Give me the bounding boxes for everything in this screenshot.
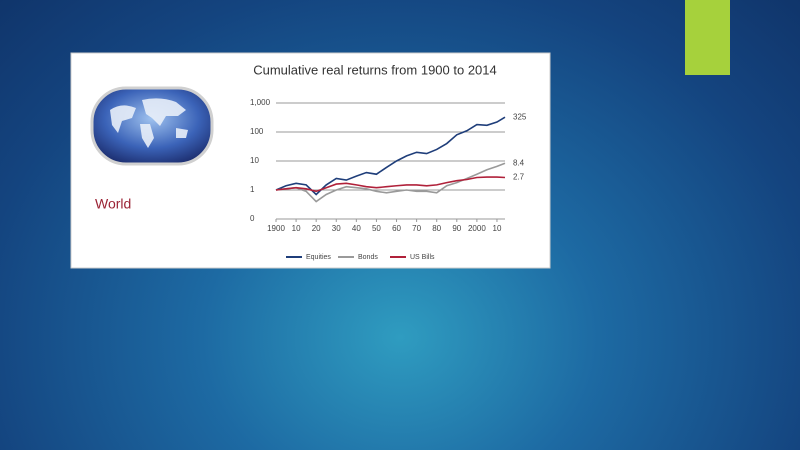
x-tick-label: 30 — [332, 224, 341, 233]
x-tick-label: 20 — [312, 224, 321, 233]
chart-title: Cumulative real returns from 1900 to 201… — [253, 62, 497, 77]
x-tick-label: 70 — [412, 224, 421, 233]
legend-label: Bonds — [358, 254, 378, 261]
end-label: 2.7 — [513, 173, 525, 182]
series-line — [275, 116, 506, 196]
panel-label: World — [95, 196, 131, 212]
x-tick-label: 1900 — [267, 224, 285, 233]
legend-label: US Bills — [410, 254, 435, 261]
x-tick-label: 60 — [392, 224, 401, 233]
series-line — [275, 176, 506, 193]
accent-bar — [685, 0, 730, 75]
x-tick-label: 40 — [352, 224, 361, 233]
x-tick-label: 10 — [292, 224, 301, 233]
y-tick-label: 1,000 — [250, 98, 271, 107]
series-line — [275, 162, 506, 203]
x-tick-label: 80 — [432, 224, 441, 233]
end-label: 8.4 — [513, 158, 525, 167]
continents — [110, 98, 188, 148]
legend-label: Equities — [306, 254, 331, 261]
y-tick-label: 1 — [250, 185, 255, 194]
y-tick-label: 100 — [250, 127, 264, 136]
x-tick-label: 2000 — [468, 224, 486, 233]
x-tick-label: 50 — [372, 224, 381, 233]
y-tick-label: 0 — [250, 214, 255, 223]
x-tick-label: 90 — [452, 224, 461, 233]
x-tick-label: 10 — [493, 224, 502, 233]
end-label: 325 — [513, 112, 527, 121]
y-tick-label: 10 — [250, 156, 259, 165]
